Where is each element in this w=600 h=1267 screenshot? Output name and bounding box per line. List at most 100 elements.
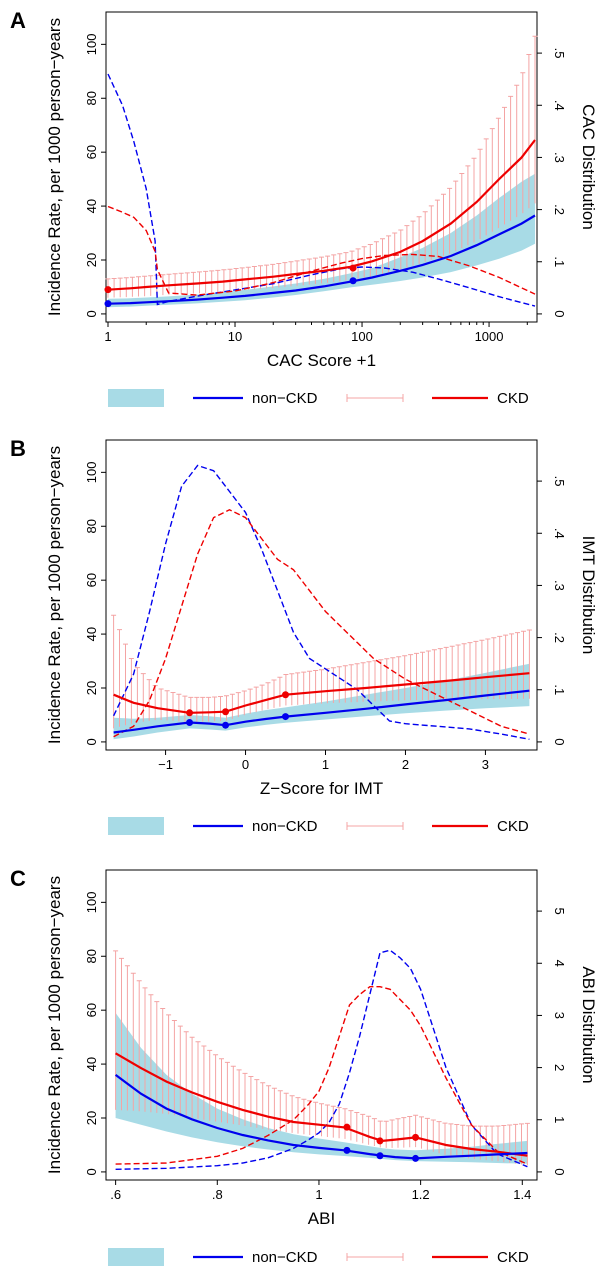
y-tick-label: 20 bbox=[84, 253, 99, 267]
ckd-ci-bar bbox=[422, 211, 428, 262]
x-tick-label: 1000 bbox=[475, 329, 504, 344]
plot-frame bbox=[105, 11, 538, 323]
ckd-ci-bar bbox=[348, 1110, 354, 1141]
ckd-ci-bar bbox=[485, 638, 491, 699]
y2-tick-label: .4 bbox=[552, 528, 567, 539]
ckd-ci-bar bbox=[177, 1025, 183, 1117]
ckd-distribution bbox=[115, 986, 528, 1165]
ckd-ci-bars bbox=[113, 950, 530, 1166]
ckd-ci-bar bbox=[336, 1107, 342, 1139]
ckd-ci-bar bbox=[289, 1095, 295, 1133]
ckd-ci-bar bbox=[455, 644, 461, 700]
x-tick-label: 1 bbox=[104, 329, 111, 344]
ckd-ci-bar bbox=[219, 1058, 224, 1123]
panel-b: B 0 20 40 60 80 100 0 .1 .2 .3 .4 .5 −1 0 1 2 3 Z−Score fo… bbox=[10, 436, 598, 835]
y-tick-label: 100 bbox=[84, 33, 99, 55]
ckd-ci-bar bbox=[425, 650, 431, 700]
y2-tick-label: .2 bbox=[552, 204, 567, 215]
legend-band-swatch bbox=[108, 389, 164, 407]
ckd-ci-bar bbox=[295, 672, 301, 705]
ckd-ci-bars bbox=[111, 614, 532, 729]
ckd-ci-bar bbox=[430, 1119, 436, 1152]
ckd-ci-bar bbox=[466, 1125, 472, 1159]
non-ckd-line bbox=[107, 214, 536, 305]
ckd-ci-bar bbox=[301, 1098, 307, 1135]
ckd-ci-bar bbox=[259, 684, 265, 711]
ckd-ci-bar bbox=[171, 1020, 177, 1116]
ckd-point bbox=[186, 709, 194, 717]
ckd-ci-bar bbox=[176, 693, 182, 722]
ckd-ci-bar bbox=[441, 193, 446, 256]
panel-letter: A bbox=[10, 8, 26, 33]
y2-tick-label: 1 bbox=[552, 1116, 567, 1123]
panel-letter: C bbox=[10, 866, 26, 891]
ckd-ci-bar bbox=[489, 128, 495, 232]
legend: non−CKD CKD bbox=[108, 1248, 529, 1266]
ckd-ci-bar bbox=[154, 1001, 160, 1113]
ckd-ci-bar bbox=[336, 666, 342, 703]
ckd-ci-bar bbox=[213, 1054, 219, 1122]
y-tick-label: 0 bbox=[84, 738, 99, 745]
ckd-point bbox=[412, 1133, 420, 1141]
ckd-ci-bar bbox=[254, 1079, 260, 1128]
non-ckd-line bbox=[114, 1074, 528, 1160]
x-tick-label: .6 bbox=[110, 1187, 121, 1202]
y-tick-label: 80 bbox=[84, 949, 99, 963]
x-tick-label: 1.2 bbox=[412, 1187, 430, 1202]
ckd-ci-bar bbox=[182, 695, 188, 722]
ckd-ci-bar bbox=[355, 248, 361, 279]
y2-tick-label: .4 bbox=[552, 100, 567, 111]
ckd-ci-bar bbox=[477, 148, 483, 240]
ckd-ci-bar bbox=[390, 657, 396, 701]
panel-letter: B bbox=[10, 436, 26, 461]
ckd-ci-bar bbox=[146, 679, 152, 721]
ckd-ci-bar bbox=[247, 688, 253, 714]
ckd-ci-bar bbox=[319, 669, 324, 704]
ckd-ci-bar bbox=[283, 1092, 289, 1133]
ckd-ci-bar bbox=[330, 1105, 336, 1138]
ckd-ci-bar bbox=[436, 1121, 442, 1154]
y2-tick-label: 0 bbox=[552, 1168, 567, 1175]
ckd-ci-bar bbox=[307, 670, 313, 705]
legend-non-ckd-label: non−CKD bbox=[252, 1249, 318, 1266]
ckd-ci-bar bbox=[431, 649, 437, 700]
ckd-ci-bar bbox=[467, 642, 473, 700]
x-tick-label: 100 bbox=[351, 329, 373, 344]
x-axis-label: ABI bbox=[308, 1209, 335, 1228]
ckd-ci-bar bbox=[271, 1087, 277, 1131]
y-tick-label: 60 bbox=[84, 573, 99, 587]
ckd-line bbox=[115, 1052, 528, 1157]
y-tick-label: 40 bbox=[84, 627, 99, 641]
x-tick-label: 1 bbox=[315, 1187, 322, 1202]
ckd-ci-bar bbox=[497, 635, 503, 699]
ckd-ci-bar bbox=[134, 667, 140, 723]
ckd-ci-bar bbox=[242, 1072, 248, 1126]
ckd-ci-bar bbox=[392, 232, 398, 271]
ckd-ci-bar bbox=[449, 645, 455, 700]
x-tick-label: 2 bbox=[402, 757, 409, 772]
ckd-ci-bar bbox=[459, 173, 465, 249]
ckd-ci-bar bbox=[515, 632, 520, 699]
ckd-ci-bar bbox=[460, 1124, 466, 1158]
y-tick-label: 20 bbox=[84, 681, 99, 695]
y2-axis-label: ABI Distribution bbox=[579, 966, 598, 1083]
y-tick-label: 80 bbox=[84, 519, 99, 533]
ckd-ci-bar bbox=[477, 1125, 483, 1160]
non-ckd-ci-band bbox=[115, 1012, 528, 1164]
ckd-ci-bar bbox=[373, 241, 379, 276]
ckd-point bbox=[282, 691, 290, 699]
ckd-ci-bar bbox=[224, 695, 229, 721]
ckd-ci-bar bbox=[419, 1116, 424, 1149]
ckd-ci-bar bbox=[501, 1125, 507, 1163]
x-tick-label: .8 bbox=[212, 1187, 223, 1202]
y-axis-label: Incidence Rate, per 1000 person−years bbox=[45, 18, 64, 316]
ckd-point bbox=[104, 286, 112, 294]
ckd-ci-bar bbox=[386, 235, 392, 273]
ckd-ci-bar bbox=[428, 205, 434, 260]
ckd-ci-bar bbox=[136, 980, 142, 1112]
plot-frame bbox=[105, 869, 538, 1181]
ckd-ci-bar bbox=[117, 629, 122, 727]
y-tick-label: 80 bbox=[84, 91, 99, 105]
y2-tick-label: 4 bbox=[552, 960, 567, 967]
y2-tick-label: 0 bbox=[552, 310, 567, 317]
